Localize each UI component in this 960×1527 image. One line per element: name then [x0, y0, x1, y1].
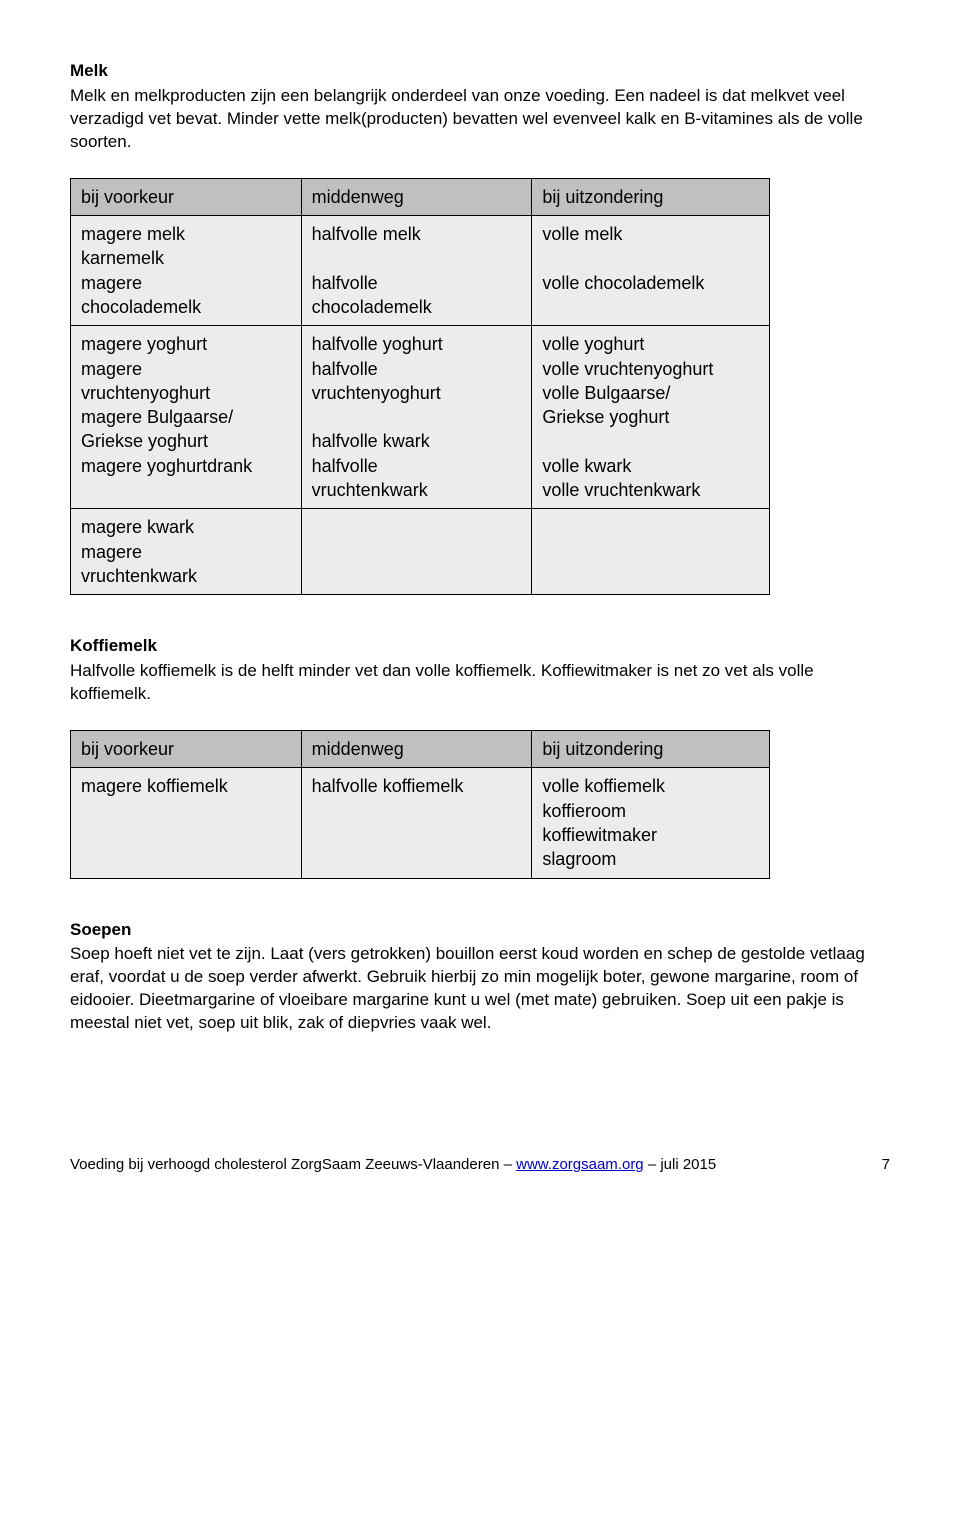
table-cell: magere melk karnemelk magere chocolademe… — [71, 216, 302, 326]
table-cell: magere yoghurt magere vruchtenyoghurt ma… — [71, 326, 302, 509]
table-cell: halfvolle melk halfvolle chocolademelk — [301, 216, 532, 326]
table-row: magere melk karnemelk magere chocolademe… — [71, 216, 770, 326]
table-row: bij voorkeur middenweg bij uitzondering — [71, 731, 770, 768]
col-header: bij voorkeur — [71, 178, 302, 215]
koffiemelk-heading: Koffiemelk — [70, 635, 890, 658]
table-cell: volle yoghurt volle vruchtenyoghurt voll… — [532, 326, 770, 509]
melk-table: bij voorkeur middenweg bij uitzondering … — [70, 178, 770, 595]
col-header: bij uitzondering — [532, 731, 770, 768]
table-cell: volle koffiemelk koffieroom koffiewitmak… — [532, 768, 770, 878]
page-footer: Voeding bij verhoogd cholesterol ZorgSaa… — [70, 1155, 890, 1175]
footer-left: Voeding bij verhoogd cholesterol ZorgSaa… — [70, 1155, 716, 1175]
table-row: bij voorkeur middenweg bij uitzondering — [71, 178, 770, 215]
table-row: magere koffiemelk halfvolle koffiemelk v… — [71, 768, 770, 878]
melk-heading: Melk — [70, 60, 890, 83]
footer-suffix: – juli 2015 — [644, 1156, 717, 1173]
footer-link[interactable]: www.zorgsaam.org — [516, 1156, 644, 1173]
soepen-body: Soep hoeft niet vet te zijn. Laat (vers … — [70, 943, 890, 1035]
table-row: magere kwark magere vruchtenkwark — [71, 509, 770, 595]
table-cell: magere koffiemelk — [71, 768, 302, 878]
table-cell: halfvolle yoghurt halfvolle vruchtenyogh… — [301, 326, 532, 509]
koffiemelk-body: Halfvolle koffiemelk is de helft minder … — [70, 660, 890, 706]
melk-body: Melk en melkproducten zijn een belangrij… — [70, 85, 890, 154]
col-header: middenweg — [301, 178, 532, 215]
col-header: bij uitzondering — [532, 178, 770, 215]
table-cell: magere kwark magere vruchtenkwark — [71, 509, 302, 595]
koffiemelk-table: bij voorkeur middenweg bij uitzondering … — [70, 730, 770, 878]
table-cell: volle melk volle chocolademelk — [532, 216, 770, 326]
col-header: bij voorkeur — [71, 731, 302, 768]
table-cell — [532, 509, 770, 595]
table-cell: halfvolle koffiemelk — [301, 768, 532, 878]
table-row: magere yoghurt magere vruchtenyoghurt ma… — [71, 326, 770, 509]
table-cell — [301, 509, 532, 595]
page-number: 7 — [882, 1155, 890, 1175]
footer-prefix: Voeding bij verhoogd cholesterol ZorgSaa… — [70, 1156, 516, 1173]
soepen-heading: Soepen — [70, 919, 890, 942]
col-header: middenweg — [301, 731, 532, 768]
